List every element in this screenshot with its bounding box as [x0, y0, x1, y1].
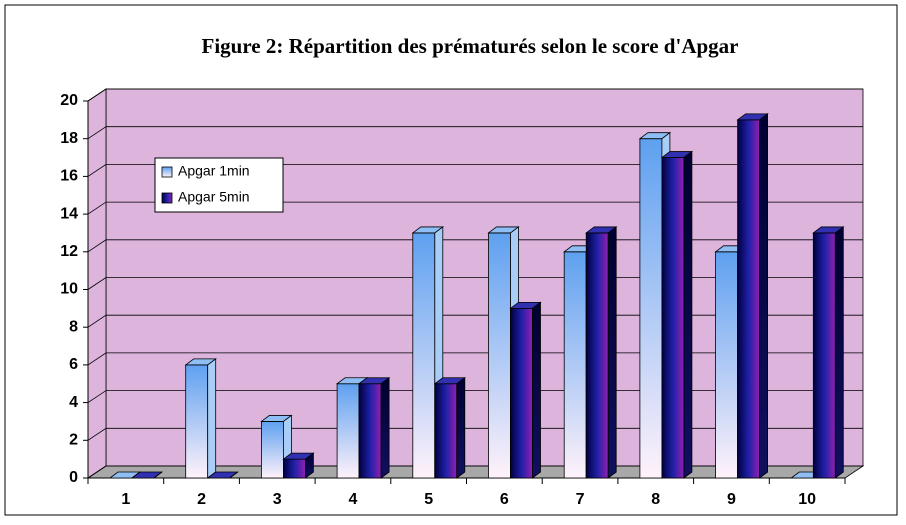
- bar-front: [185, 364, 209, 479]
- bar: [206, 471, 239, 479]
- legend-box: [154, 157, 284, 213]
- y-tick-label: 8: [69, 318, 78, 335]
- bar-front: [358, 383, 382, 479]
- legend-label: Apgar 1min: [178, 163, 250, 179]
- bar-front: [639, 138, 663, 479]
- x-tick-label: 3: [273, 491, 282, 508]
- y-tick-label: 14: [60, 205, 78, 222]
- bar-front: [737, 119, 760, 479]
- y-tick-label: 4: [69, 394, 78, 411]
- grid-line: [87, 126, 863, 140]
- bar-side: [834, 226, 844, 479]
- bar-front: [336, 383, 360, 479]
- chart-title: Figure 2: Répartition des prématurés sel…: [202, 34, 739, 58]
- bar-side: [683, 150, 693, 479]
- bar: [585, 226, 618, 479]
- bar-front: [715, 251, 738, 479]
- grid-line: [87, 88, 863, 102]
- y-tick-label: 12: [60, 243, 78, 260]
- bar: [282, 452, 315, 479]
- y-tick-label: 20: [60, 92, 78, 109]
- bar: [433, 376, 466, 479]
- bar-front: [260, 421, 284, 479]
- bar-front: [282, 458, 306, 479]
- bar-side: [153, 471, 163, 479]
- y-tick-label: 10: [60, 281, 78, 298]
- x-tick-label: 8: [651, 491, 660, 508]
- grid-line: [87, 201, 863, 215]
- x-tick-label: 5: [424, 491, 433, 508]
- bar-side: [456, 376, 466, 479]
- bar-side: [229, 471, 238, 479]
- legend-label: Apgar 5min: [178, 189, 250, 205]
- bar-side: [207, 358, 217, 479]
- x-tick-label: 10: [798, 491, 816, 508]
- x-tick-label: 1: [121, 491, 130, 508]
- x-tick-label: 7: [576, 491, 585, 508]
- y-tick-label: 2: [69, 432, 78, 449]
- bar: [509, 301, 542, 479]
- x-tick-label: 9: [727, 491, 736, 508]
- bar-front: [563, 251, 587, 479]
- y-tick-label: 16: [60, 168, 78, 185]
- bar-side: [304, 452, 314, 479]
- bar: [812, 226, 845, 479]
- bar-front: [812, 232, 836, 479]
- bar-front: [510, 307, 533, 479]
- bar: [736, 113, 769, 479]
- bar: [357, 376, 391, 479]
- bar-front: [585, 232, 609, 479]
- bar-front: [434, 383, 458, 479]
- bar-side: [759, 113, 768, 479]
- bar-front: [488, 232, 511, 479]
- y-tick-label: 6: [69, 356, 78, 373]
- bar-side: [532, 301, 541, 479]
- bar-front: [412, 232, 436, 479]
- y-tick-label: 18: [60, 130, 78, 147]
- legend-swatch: [161, 166, 173, 178]
- x-tick-label: 4: [348, 491, 357, 508]
- bar: [660, 150, 694, 479]
- bar-front: [661, 157, 685, 479]
- legend-swatch: [161, 192, 173, 204]
- bar-side: [380, 376, 390, 479]
- y-tick-label: 0: [69, 469, 78, 486]
- x-tick-label: 2: [197, 491, 206, 508]
- bar: [130, 471, 164, 479]
- grid-line: [87, 163, 863, 177]
- x-tick-label: 6: [500, 491, 509, 508]
- bar: [184, 358, 217, 479]
- bar-side: [607, 226, 617, 479]
